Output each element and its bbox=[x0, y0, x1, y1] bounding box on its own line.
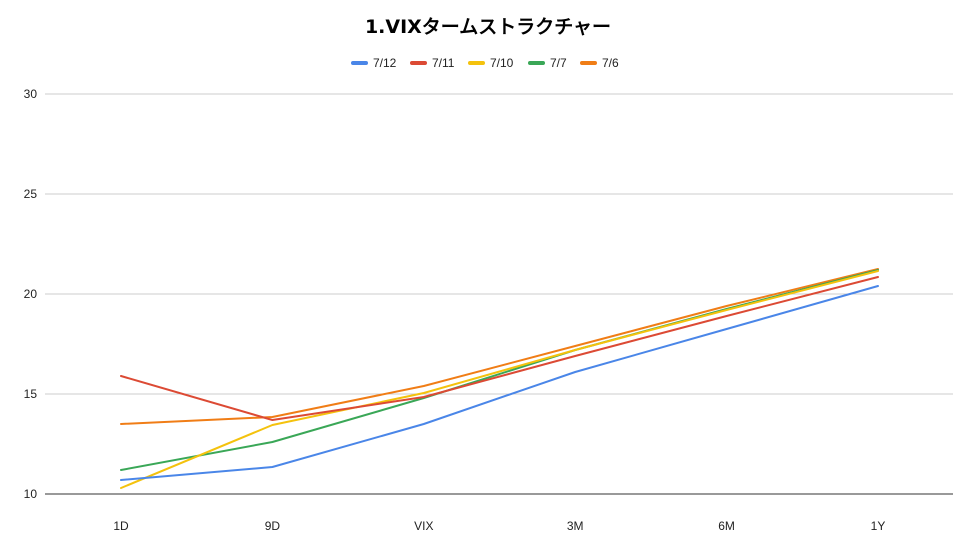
legend-label: 7/6 bbox=[602, 56, 619, 70]
y-tick-label: 15 bbox=[24, 387, 38, 401]
legend-item-7-7[interactable]: 7/7 bbox=[528, 56, 567, 70]
legend-item-7-11[interactable]: 7/11 bbox=[410, 56, 455, 70]
series-lines bbox=[120, 268, 879, 489]
y-axis-ticks: 10 15 20 25 30 bbox=[24, 87, 38, 501]
x-tick-label: 1Y bbox=[871, 519, 886, 533]
x-tick-label: 6M bbox=[718, 519, 735, 533]
legend-label: 7/11 bbox=[432, 56, 455, 70]
legend-item-7-6[interactable]: 7/6 bbox=[580, 56, 619, 70]
legend-label: 7/7 bbox=[550, 56, 567, 70]
gridlines bbox=[45, 93, 953, 495]
series-line-7-11 bbox=[120, 276, 879, 421]
y-tick-label: 10 bbox=[24, 487, 38, 501]
legend-label: 7/10 bbox=[490, 56, 514, 70]
y-tick-label: 30 bbox=[24, 87, 38, 101]
series-line-7-10 bbox=[120, 270, 879, 489]
x-axis-ticks: 1D 9D VIX 3M 6M 1Y bbox=[113, 519, 885, 533]
series-line-7-6 bbox=[120, 268, 879, 425]
x-tick-label: 3M bbox=[567, 519, 584, 533]
legend-label: 7/12 bbox=[373, 56, 397, 70]
y-tick-label: 20 bbox=[24, 287, 38, 301]
legend-item-7-12[interactable]: 7/12 bbox=[351, 56, 397, 70]
x-tick-label: 9D bbox=[265, 519, 281, 533]
x-tick-label: VIX bbox=[414, 519, 433, 533]
x-tick-label: 1D bbox=[113, 519, 129, 533]
series-line-7-12 bbox=[120, 285, 879, 481]
legend-item-7-10[interactable]: 7/10 bbox=[468, 56, 514, 70]
chart-title: 1.VIXタームストラクチャー bbox=[365, 16, 611, 38]
legend: 7/12 7/11 7/10 7/7 7/6 bbox=[351, 56, 619, 70]
y-tick-label: 25 bbox=[24, 187, 38, 201]
